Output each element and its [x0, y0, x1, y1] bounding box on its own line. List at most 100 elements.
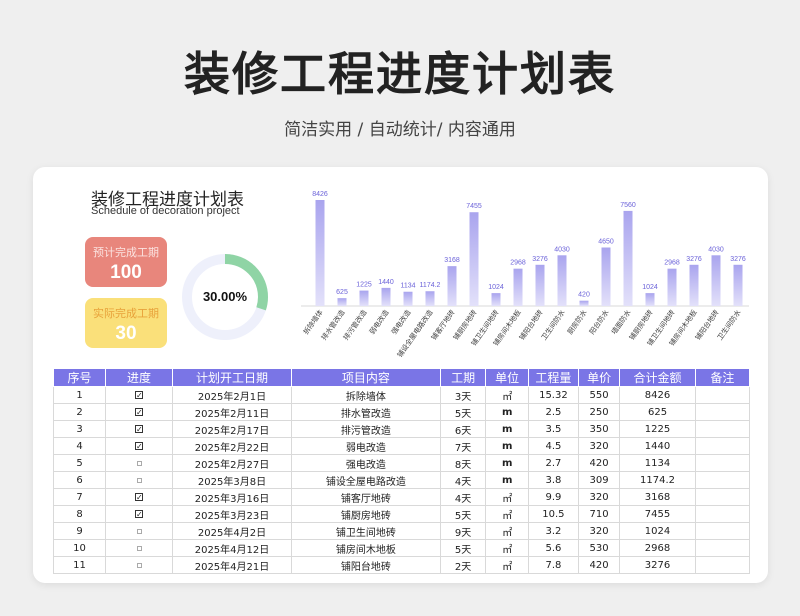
progress-check-cell[interactable] [105, 539, 173, 557]
checkbox-unchecked-icon[interactable] [136, 562, 142, 568]
total-amount-cell: 1174.2 [619, 471, 696, 489]
quantity-cell: 5.6 [527, 539, 579, 557]
chart-bar [689, 264, 699, 306]
unit-cell: m [485, 420, 529, 438]
progress-check-cell[interactable] [105, 471, 173, 489]
note-cell [694, 539, 751, 557]
quantity-cell: 15.32 [527, 386, 579, 404]
total-amount-cell: 3168 [619, 488, 696, 506]
duration-cell: 3天 [439, 386, 487, 404]
checkbox-checked-icon[interactable]: ✓ [135, 441, 144, 451]
column-header: 备注 [694, 368, 751, 387]
start-date-cell: 2025年3月16日 [172, 488, 292, 506]
unit-cell: ㎡ [485, 505, 529, 523]
chart-category-label: 墙面防水 [609, 308, 632, 336]
checkbox-unchecked-icon[interactable] [136, 545, 142, 551]
checkbox-checked-icon[interactable]: ✓ [135, 390, 144, 400]
progress-check-cell[interactable]: ✓ [105, 488, 173, 506]
item-name-cell: 弱电改造 [291, 437, 441, 455]
chart-value-label: 3276 [686, 256, 702, 263]
progress-check-cell[interactable]: ✓ [105, 403, 173, 421]
column-header: 项目内容 [291, 368, 441, 387]
quantity-cell: 3.5 [527, 420, 579, 438]
start-date-cell: 2025年4月12日 [172, 539, 292, 557]
unit-cell: m [485, 437, 529, 455]
item-name-cell: 强电改造 [291, 454, 441, 472]
unit-price-cell: 320 [577, 488, 621, 506]
quantity-cell: 9.9 [527, 488, 579, 506]
item-name-cell: 铺房间木地板 [291, 539, 441, 557]
duration-cell: 2天 [439, 556, 487, 574]
progress-percent: 30.00% [202, 289, 248, 304]
chart-bar [557, 255, 567, 306]
start-date-cell: 2025年2月1日 [172, 386, 292, 404]
chart-value-label: 3168 [444, 257, 460, 264]
card-subtitle: Schedule of decoration project [91, 205, 240, 217]
planned-duration-value: 100 [110, 262, 142, 283]
item-name-cell: 拆除墙体 [291, 386, 441, 404]
chart-value-label: 4030 [708, 246, 724, 253]
unit-cell: ㎡ [485, 539, 529, 557]
checkbox-unchecked-icon[interactable] [136, 477, 142, 483]
unit-price-cell: 550 [577, 386, 621, 404]
row-number-cell: 1 [52, 386, 107, 404]
checkbox-checked-icon[interactable]: ✓ [135, 492, 144, 502]
checkbox-checked-icon[interactable]: ✓ [135, 407, 144, 417]
progress-check-cell[interactable]: ✓ [105, 437, 173, 455]
row-number-cell: 4 [52, 437, 107, 455]
item-name-cell: 铺设全屋电路改造 [291, 471, 441, 489]
progress-arc [182, 254, 268, 340]
unit-cell: m [485, 471, 529, 489]
chart-bar [315, 200, 325, 306]
item-name-cell: 排水管改造 [291, 403, 441, 421]
unit-price-cell: 420 [577, 556, 621, 574]
page-title: 装修工程进度计划表 [184, 47, 616, 101]
start-date-cell: 2025年2月11日 [172, 403, 292, 421]
quantity-cell: 10.5 [527, 505, 579, 523]
progress-check-cell[interactable]: ✓ [105, 420, 173, 438]
item-name-cell: 铺卫生间地砖 [291, 522, 441, 540]
progress-check-cell[interactable] [105, 522, 173, 540]
quantity-cell: 2.7 [527, 454, 579, 472]
unit-cell: ㎡ [485, 522, 529, 540]
chart-value-label: 1440 [378, 279, 394, 286]
column-header: 序号 [52, 368, 107, 387]
progress-check-cell[interactable] [105, 556, 173, 574]
actual-duration-value: 30 [115, 323, 137, 344]
chart-value-label: 4030 [554, 246, 570, 253]
note-cell [694, 556, 751, 574]
unit-cell: ㎡ [485, 556, 529, 574]
progress-check-cell[interactable]: ✓ [105, 386, 173, 404]
planned-duration-badge: 预计完成工期 100 [85, 237, 167, 287]
table-row: 3 ✓ 2025年2月17日 排污管改造 6天 m 3.5 350 1225 [52, 420, 751, 438]
start-date-cell: 2025年3月23日 [172, 505, 292, 523]
checkbox-unchecked-icon[interactable] [136, 528, 142, 534]
note-cell [694, 488, 751, 506]
actual-duration-label: 实际完成工期 [93, 307, 159, 320]
start-date-cell: 2025年2月17日 [172, 420, 292, 438]
note-cell [694, 437, 751, 455]
chart-bar [469, 212, 479, 306]
chart-category-label: 弱电改造 [367, 308, 390, 336]
page-subtitle: 简洁实用 / 自动统计/ 内容通用 [284, 120, 516, 140]
progress-check-cell[interactable] [105, 454, 173, 472]
chart-bar [425, 291, 435, 306]
row-number-cell: 3 [52, 420, 107, 438]
row-number-cell: 9 [52, 522, 107, 540]
chart-bar [381, 287, 391, 306]
actual-duration-badge: 实际完成工期 30 [85, 298, 167, 348]
checkbox-checked-icon[interactable]: ✓ [135, 424, 144, 434]
unit-price-cell: 320 [577, 522, 621, 540]
progress-check-cell[interactable]: ✓ [105, 505, 173, 523]
chart-value-label: 625 [336, 289, 348, 296]
note-cell [694, 471, 751, 489]
row-number-cell: 11 [52, 556, 107, 574]
chart-bar [579, 300, 589, 306]
quantity-cell: 4.5 [527, 437, 579, 455]
checkbox-checked-icon[interactable]: ✓ [135, 509, 144, 519]
chart-value-label: 7560 [620, 202, 636, 209]
chart-bar [623, 210, 633, 306]
checkbox-unchecked-icon[interactable] [136, 460, 142, 466]
total-amount-cell: 1440 [619, 437, 696, 455]
